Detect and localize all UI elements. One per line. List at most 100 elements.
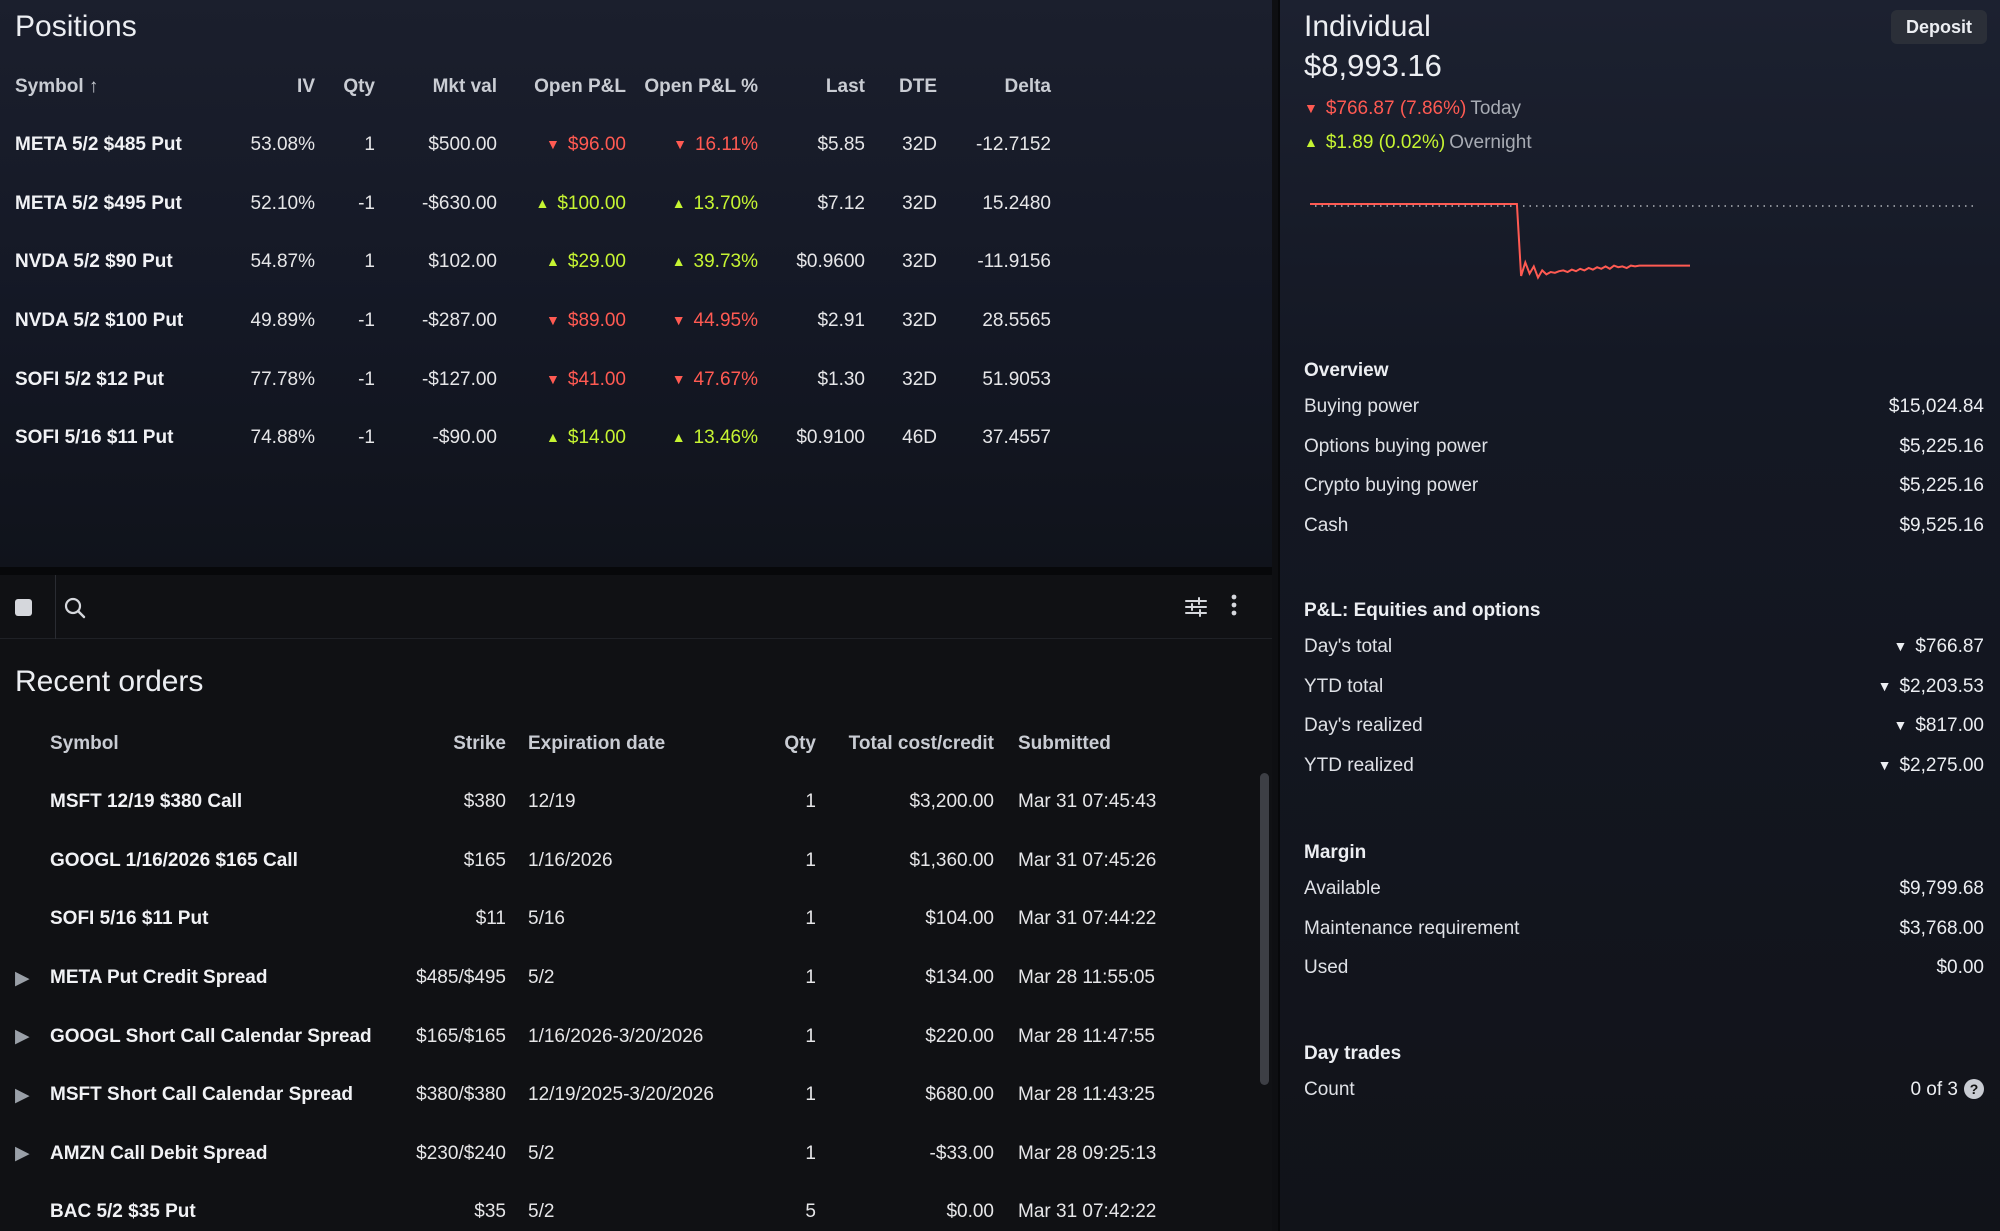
order-expiration: 12/19 [528,791,576,813]
order-row[interactable]: ▶ MSFT Short Call Calendar Spread $380/$38… [0,1066,1194,1125]
order-total: $134.00 [925,967,994,989]
pl-row: Day's total $766.87 [1304,636,1984,676]
overview-label: Buying power [1304,396,1420,417]
col-qty[interactable]: Qty [343,76,375,97]
orders-scrollbar[interactable] [1260,773,1269,1085]
panel-divider[interactable] [0,567,1272,575]
position-open-pl: $89.00 [497,292,626,351]
col-expiration[interactable]: Expiration date [528,733,666,754]
order-symbol: SOFI 5/16 $11 Put [50,908,209,930]
position-row[interactable]: SOFI 5/2 $12 Put 77.78% -1 -$127.00$41.0047… [0,350,1051,409]
order-row[interactable]: SOFI 5/16 $11 Put $11 5/16 1 $104.00 Mar 31 0… [0,890,1194,949]
positions-table: Symbol ↑ IV Qty Mkt val Open P&L Open P&… [0,58,1051,468]
expand-caret-icon[interactable]: ▶ [15,1026,30,1048]
order-row[interactable]: GOOGL 1/16/2026 $165 Call $165 1/16/2026 1 $… [0,832,1194,891]
margin-value: $9,799.68 [1899,878,1984,899]
order-row[interactable]: ▶ META Put Credit Spread $485/$495 5/2 1 $134… [0,949,1194,1008]
position-qty: -1 [358,427,375,449]
expand-caret-icon[interactable]: ▶ [15,1084,30,1106]
position-row[interactable]: NVDA 5/2 $100 Put 49.89% -1 -$287.00$89.004… [0,292,1051,351]
portfolio-sparkline[interactable] [1280,170,2000,330]
position-delta: 37.4557 [982,427,1051,449]
position-qty: 1 [364,251,375,273]
order-symbol: BAC 5/2 $35 Put [50,1201,196,1223]
position-mkt-val: -$90.00 [432,427,497,449]
pl-label: YTD total [1304,675,1384,697]
order-qty: 1 [805,967,816,989]
order-qty: 1 [805,1025,816,1047]
position-last: $0.9100 [796,427,865,449]
toolbar-separator [55,575,56,639]
order-symbol: MSFT Short Call Calendar Spread [50,1084,353,1106]
pl-section: P&L: Equities and options Day's total $76… [1304,596,1984,794]
orders-panel: Recent orders Symbol Strike Expiration d… [0,575,1272,1231]
order-expiration: 5/2 [528,1142,555,1164]
order-row[interactable]: BAC 5/2 $35 Put $35 5/2 5 $0.00 Mar 31 07:42:… [0,1183,1194,1231]
order-expiration: 12/19/2025-3/20/2026 [528,1084,714,1106]
search-icon[interactable] [62,595,88,626]
order-expiration: 5/2 [528,1201,555,1223]
col-open-pl[interactable]: Open P&L [534,76,626,97]
position-iv: 77.78% [250,368,315,390]
position-symbol: META 5/2 $485 Put [15,134,182,156]
deposit-button[interactable]: Deposit [1891,10,1987,44]
col-dte[interactable]: DTE [899,76,937,97]
col-order-qty[interactable]: Qty [784,733,816,754]
position-open-pl: $14.00 [497,409,626,468]
today-change-amount: $766.87 (7.86%) [1304,98,1467,119]
col-strike[interactable]: Strike [453,733,506,754]
position-iv: 74.88% [250,427,315,449]
position-row[interactable]: SOFI 5/16 $11 Put 74.88% -1 -$90.00$14.0013… [0,409,1051,468]
orders-title: Recent orders [15,665,204,698]
help-icon[interactable]: ? [1964,1079,1984,1099]
col-last[interactable]: Last [825,76,865,97]
position-delta: -11.9156 [977,251,1051,273]
position-open-pl-pct: 16.11% [626,116,758,175]
col-delta[interactable]: Delta [1004,76,1051,97]
pl-value: $817.00 [1893,715,1984,737]
order-row[interactable]: ▶ GOOGL Short Call Calendar Spread $165/$1… [0,1007,1194,1066]
position-row[interactable]: NVDA 5/2 $90 Put 54.87% 1 $102.00$29.0039.7… [0,233,1051,292]
order-total: $1,360.00 [909,849,994,871]
position-delta: 51.9053 [982,368,1051,390]
col-mkt-val[interactable]: Mkt val [432,76,497,97]
position-symbol: SOFI 5/16 $11 Put [15,427,174,449]
position-row[interactable]: META 5/2 $485 Put 53.08% 1 $500.00$96.0016.… [0,116,1051,175]
more-vertical-icon[interactable] [1226,592,1242,625]
today-change-label: Today [1470,98,1522,119]
col-iv[interactable]: IV [297,76,315,97]
col-symbol[interactable]: Symbol ↑ [15,76,99,97]
order-expiration: 1/16/2026-3/20/2026 [528,1025,704,1047]
overview-row: Options buying power $5,225.16 [1304,436,1984,476]
order-submitted: Mar 28 11:43:25 [1018,1084,1155,1106]
order-strike: $11 [475,908,506,930]
overview-row: Cash $9,525.16 [1304,515,1984,555]
col-submitted[interactable]: Submitted [1018,733,1111,754]
order-total: $680.00 [925,1084,994,1106]
order-submitted: Mar 28 11:47:55 [1018,1025,1155,1047]
expand-caret-icon[interactable]: ▶ [15,967,30,989]
col-total[interactable]: Total cost/credit [848,733,994,754]
position-row[interactable]: META 5/2 $495 Put 52.10% -1 -$630.00$100.00… [0,175,1051,234]
position-mkt-val: $102.00 [428,251,497,273]
position-last: $5.85 [817,134,865,156]
margin-label: Maintenance requirement [1304,917,1520,939]
expand-placeholder [0,832,50,891]
account-sidebar: Individual $8,993.16 Deposit $766.87 (7.… [1278,0,2000,1231]
col-order-symbol[interactable]: Symbol [50,733,119,754]
order-submitted: Mar 28 09:25:13 [1018,1142,1157,1164]
pl-label: Day's realized [1304,715,1423,736]
sparkline-series [1310,203,1690,280]
expand-placeholder [0,1183,50,1231]
order-row[interactable]: MSFT 12/19 $380 Call $380 12/19 1 $3,200.00 M… [0,773,1194,832]
expand-caret-icon[interactable]: ▶ [15,1143,30,1165]
position-dte: 32D [902,251,937,273]
account-value: $8,993.16 [1304,48,1442,83]
stop-square-icon[interactable] [15,599,32,616]
filter-sliders-icon[interactable] [1183,594,1209,625]
order-row[interactable]: ▶ AMZN Call Debit Spread $230/$240 5/2 1 -$33… [0,1125,1194,1184]
pl-label: Day's total [1304,636,1393,657]
col-open-pl-pct[interactable]: Open P&L % [644,76,758,97]
order-submitted: Mar 31 07:45:26 [1018,849,1157,871]
pl-label: YTD realized [1304,754,1414,776]
